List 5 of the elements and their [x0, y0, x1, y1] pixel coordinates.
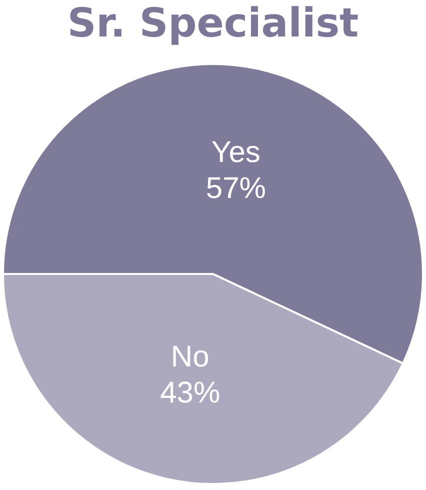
data-label: 57%: [206, 172, 266, 205]
data-label: 43%: [160, 376, 220, 410]
slice-label: Yes: [211, 136, 260, 169]
chart-title: Sr. Specialist: [67, 0, 359, 46]
slice-label: No: [170, 340, 210, 374]
